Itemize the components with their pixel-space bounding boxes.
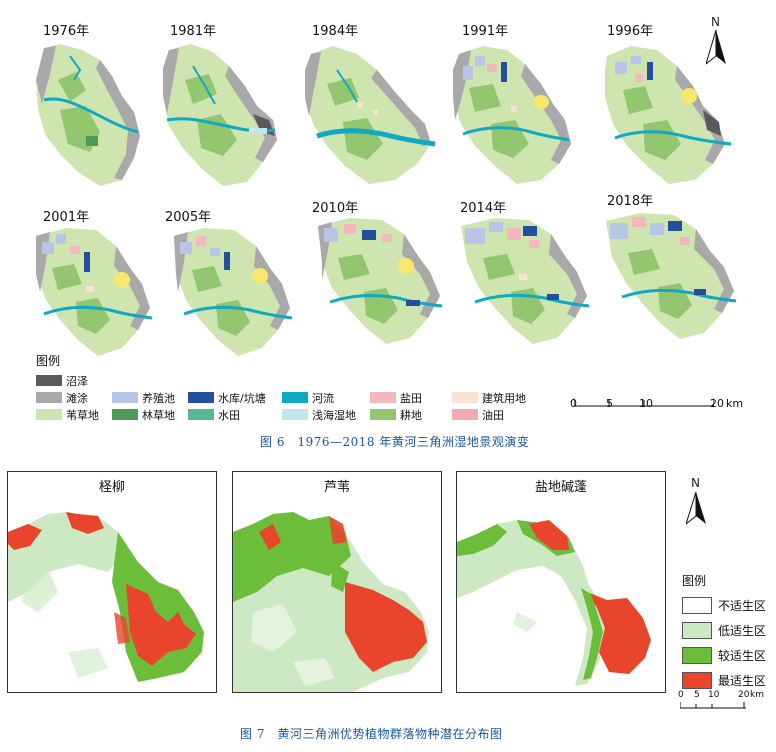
north-label: N xyxy=(711,15,720,29)
landscape-map-1991 xyxy=(453,46,571,184)
panel-title-tamarix: 柽柳 xyxy=(98,480,125,495)
legend-label-farmland: 耕地 xyxy=(400,409,422,422)
legend-swatch-reservoir xyxy=(188,392,214,403)
legend-label-optimal: 最适生区 xyxy=(718,674,767,688)
landscape-map-1976 xyxy=(36,44,140,186)
landscape-map-1984 xyxy=(305,46,436,184)
legend-title-fig7: 图例 xyxy=(682,574,707,588)
legend-label-salt-pan: 盐田 xyxy=(400,392,422,405)
legend-swatch-river xyxy=(282,392,308,403)
year-label-2001: 2001年 xyxy=(43,210,90,225)
landscape-map-2014 xyxy=(461,218,590,344)
legend-swatch-aquaculture xyxy=(112,392,138,403)
legend-swatch-optimal xyxy=(682,672,712,689)
legend-swatch-moderate xyxy=(682,647,712,664)
legend-title: 图例 xyxy=(36,354,61,368)
legend-swatch-unsuitable xyxy=(682,597,712,614)
scale-unit: km xyxy=(726,397,744,410)
legend-swatch-reed-grass xyxy=(36,409,62,420)
legend-label-shallow-sea: 浅海湿地 xyxy=(312,409,356,422)
year-label-1976: 1976年 xyxy=(43,24,90,39)
year-label-1981: 1981年 xyxy=(170,24,217,39)
legend-label-tidal-flat: 滩涂 xyxy=(66,392,88,405)
landscape-map-2001 xyxy=(36,228,153,356)
legend-label-low: 低适生区 xyxy=(718,624,767,638)
landscape-map-2005 xyxy=(174,228,293,356)
scale7-tick-10: 10 xyxy=(708,690,720,700)
legend-label-unsuitable: 不适生区 xyxy=(718,599,767,613)
scale7-tick-20: 20 xyxy=(738,690,750,700)
year-label-2014: 2014年 xyxy=(460,201,507,216)
landscape-map-2010 xyxy=(318,218,443,344)
legend-label-reed-grass: 苇草地 xyxy=(66,409,99,422)
legend-label-forest-grass: 林草地 xyxy=(142,409,175,422)
figure-7-caption: 图 7 黄河三角洲优势植物群落物种潜在分布图 xyxy=(240,727,503,741)
scale-tick-10: 10 xyxy=(639,397,653,410)
landscape-map-2018 xyxy=(606,213,737,339)
year-label-2005: 2005年 xyxy=(165,210,212,225)
scale7-tick-5: 5 xyxy=(694,690,700,700)
year-label-1991: 1991年 xyxy=(462,24,509,39)
legend-swatch-forest-grass xyxy=(112,409,138,420)
year-label-1984: 1984年 xyxy=(312,24,359,39)
year-label-2018: 2018年 xyxy=(607,194,654,209)
scale-tick-0: 0 xyxy=(570,397,577,410)
figure-6-caption: 图 6 1976—2018 年黄河三角洲湿地景观演变 xyxy=(260,435,530,449)
legend-label-construction: 建筑用地 xyxy=(482,392,526,405)
potential-map-tamarix: 柽柳 xyxy=(7,471,217,693)
scale7-tick-0: 0 xyxy=(678,690,684,700)
legend-label-river: 河流 xyxy=(312,392,334,405)
year-label-1996: 1996年 xyxy=(607,24,654,39)
legend-swatch-construction xyxy=(452,392,478,403)
legend-swatch-tidal-flat xyxy=(36,392,62,403)
year-label-2010: 2010年 xyxy=(312,201,359,216)
potential-map-suaeda: 盐地碱蓬 xyxy=(456,471,666,693)
legend-swatch-oilfield xyxy=(452,409,478,420)
potential-map-reed: 芦苇 xyxy=(232,471,442,693)
legend-label-paddy: 水田 xyxy=(218,409,240,422)
legend-label-oilfield: 油田 xyxy=(482,409,504,422)
legend-label-moderate: 较适生区 xyxy=(718,649,767,663)
legend-label-reservoir: 水库/坑塘 xyxy=(218,392,266,405)
scale-tick-20: 20 xyxy=(710,397,724,410)
landscape-map-1981 xyxy=(163,44,277,186)
legend-swatch-shallow-sea xyxy=(282,409,308,420)
legend-swatch-low xyxy=(682,622,712,639)
north-arrow-icon xyxy=(706,30,726,65)
legend-swatch-farmland xyxy=(370,409,396,420)
panel-title-suaeda: 盐地碱蓬 xyxy=(534,480,587,495)
scale-bar-fig7 xyxy=(680,702,746,709)
legend-label-marsh: 沼泽 xyxy=(66,375,88,388)
north-label-fig7: N xyxy=(691,476,700,490)
scale7-unit: km xyxy=(750,690,764,700)
north-arrow-icon xyxy=(686,492,706,525)
legend-label-aquaculture: 养殖池 xyxy=(142,392,175,405)
landscape-map-1996 xyxy=(605,46,732,184)
scale-tick-5: 5 xyxy=(606,397,613,410)
legend-swatch-paddy xyxy=(188,409,214,420)
legend-swatch-marsh xyxy=(36,375,62,386)
panel-title-reed: 芦苇 xyxy=(323,480,350,495)
legend-swatch-salt-pan xyxy=(370,392,396,403)
scale-bar xyxy=(574,398,714,407)
